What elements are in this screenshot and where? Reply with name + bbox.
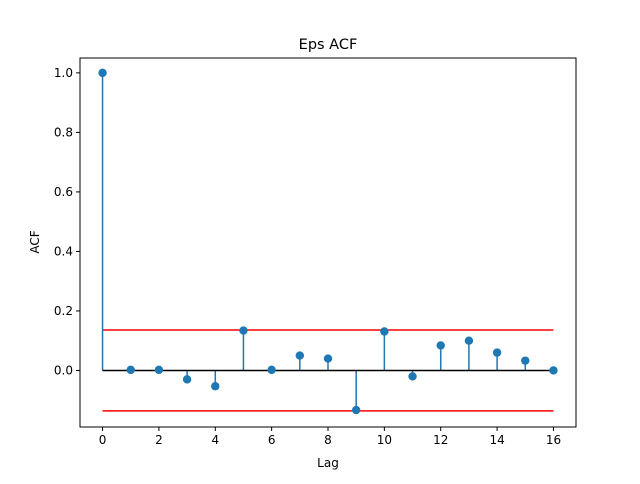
stem-marker	[549, 366, 558, 375]
y-tick-label: 0.8	[54, 125, 73, 139]
x-tick-label: 8	[324, 433, 332, 447]
x-tick-label: 4	[211, 433, 219, 447]
stem-marker	[154, 365, 164, 375]
x-axis-label: Lag	[317, 456, 339, 470]
x-tick-label: 0	[99, 433, 107, 447]
stem-marker	[239, 326, 248, 335]
stem-marker	[436, 341, 445, 350]
stem-marker	[380, 327, 389, 336]
stem-marker	[182, 375, 192, 384]
x-tick-label: 16	[546, 433, 561, 447]
y-tick-label: 0.6	[54, 185, 73, 199]
stem-marker	[521, 356, 530, 365]
x-tick-label: 2	[155, 433, 163, 447]
y-tick-label: 0.4	[54, 244, 73, 258]
stem-marker	[295, 351, 305, 360]
x-tick-label: 12	[433, 433, 448, 447]
chart-title: Eps ACF	[299, 37, 358, 53]
stem-marker	[492, 348, 502, 357]
y-tick-label: 0.0	[54, 363, 73, 377]
plot-area: 0 2 4 6 8 10 12 14 16 0.0 0.2 0.4 0.6 0.8 1.0	[54, 57, 577, 447]
x-tick-label: 14	[489, 433, 504, 447]
stem-marker	[211, 382, 220, 391]
stem-marker	[351, 405, 361, 415]
stem-marker	[323, 354, 333, 363]
stem-marker	[267, 365, 276, 375]
y-axis-label: ACF	[28, 230, 42, 253]
stem-marker	[126, 365, 135, 375]
x-tick-label: 10	[377, 433, 392, 447]
stem-marker	[98, 68, 107, 78]
x-tick-label: 6	[268, 433, 276, 447]
y-tick-label: 1.0	[54, 66, 73, 80]
stem-marker	[464, 336, 474, 345]
stem-marker	[408, 372, 417, 381]
y-tick-label: 0.2	[54, 304, 73, 318]
